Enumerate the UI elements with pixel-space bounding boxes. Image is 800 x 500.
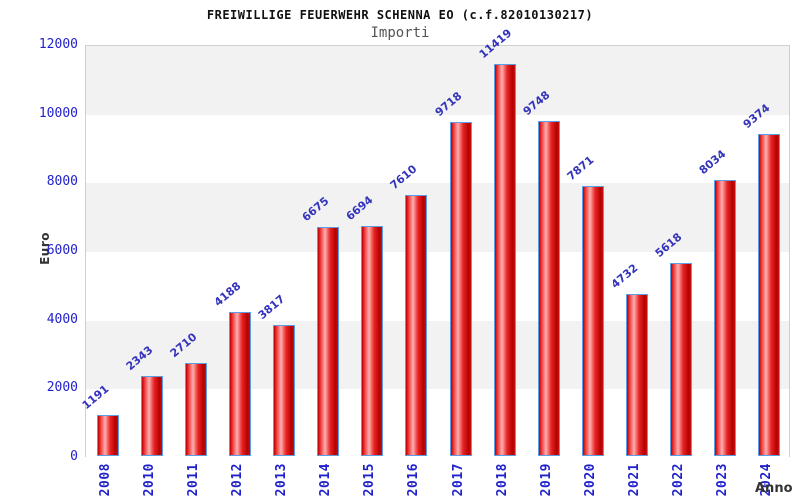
bar-2008 [97,415,120,456]
bar-2020 [581,185,604,456]
plot-area [85,45,790,458]
y-tick-label: 12000 [38,37,78,52]
bar-2012 [229,312,252,456]
y-tick-label: 0 [70,449,78,464]
x-tick-label: 2019 [538,463,554,497]
bar-2022 [669,263,692,456]
bar-2015 [361,226,384,456]
chart-title: FREIWILLIGE FEUERWEHR SCHENNA EO (c.f.82… [206,8,594,22]
x-tick-label: 2008 [98,463,114,497]
x-tick-label: 2020 [582,463,598,497]
x-tick-label: 2015 [362,463,378,497]
y-tick-label: 8000 [46,174,78,190]
y-tick-label: 10000 [38,105,78,121]
bar-2010 [141,375,164,456]
x-axis-label: Anno [755,481,793,496]
x-tick-label: 2013 [274,463,290,497]
grid-band [86,114,789,184]
bar-2021 [625,293,648,456]
bar-2017 [449,122,472,456]
x-tick-label: 2014 [318,463,334,497]
x-tick-label: 2021 [626,463,642,497]
y-tick-label: 4000 [46,311,78,327]
y-tick-label: 2000 [46,380,78,396]
bar-2023 [713,180,736,456]
chart-subtitle: Importi [370,25,430,41]
y-tick-label: 6000 [46,243,78,258]
x-tick-label: 2023 [714,463,730,497]
bar-2011 [185,362,208,456]
x-tick-label: 2017 [450,463,466,497]
bar-2024 [757,134,780,456]
x-tick-label: 2022 [670,463,686,497]
x-tick-label: 2011 [186,463,202,497]
x-tick-label: 2012 [230,463,246,497]
bar-2016 [405,194,428,456]
grid-band [86,183,789,252]
x-tick-label: 2016 [406,463,422,497]
grid-band [86,46,789,115]
bar-2019 [537,121,560,456]
bar-2018 [493,63,516,456]
bar-2014 [317,226,340,456]
x-tick-label: 2010 [142,463,158,497]
bar-2013 [273,324,296,456]
x-tick-label: 2018 [494,463,510,497]
